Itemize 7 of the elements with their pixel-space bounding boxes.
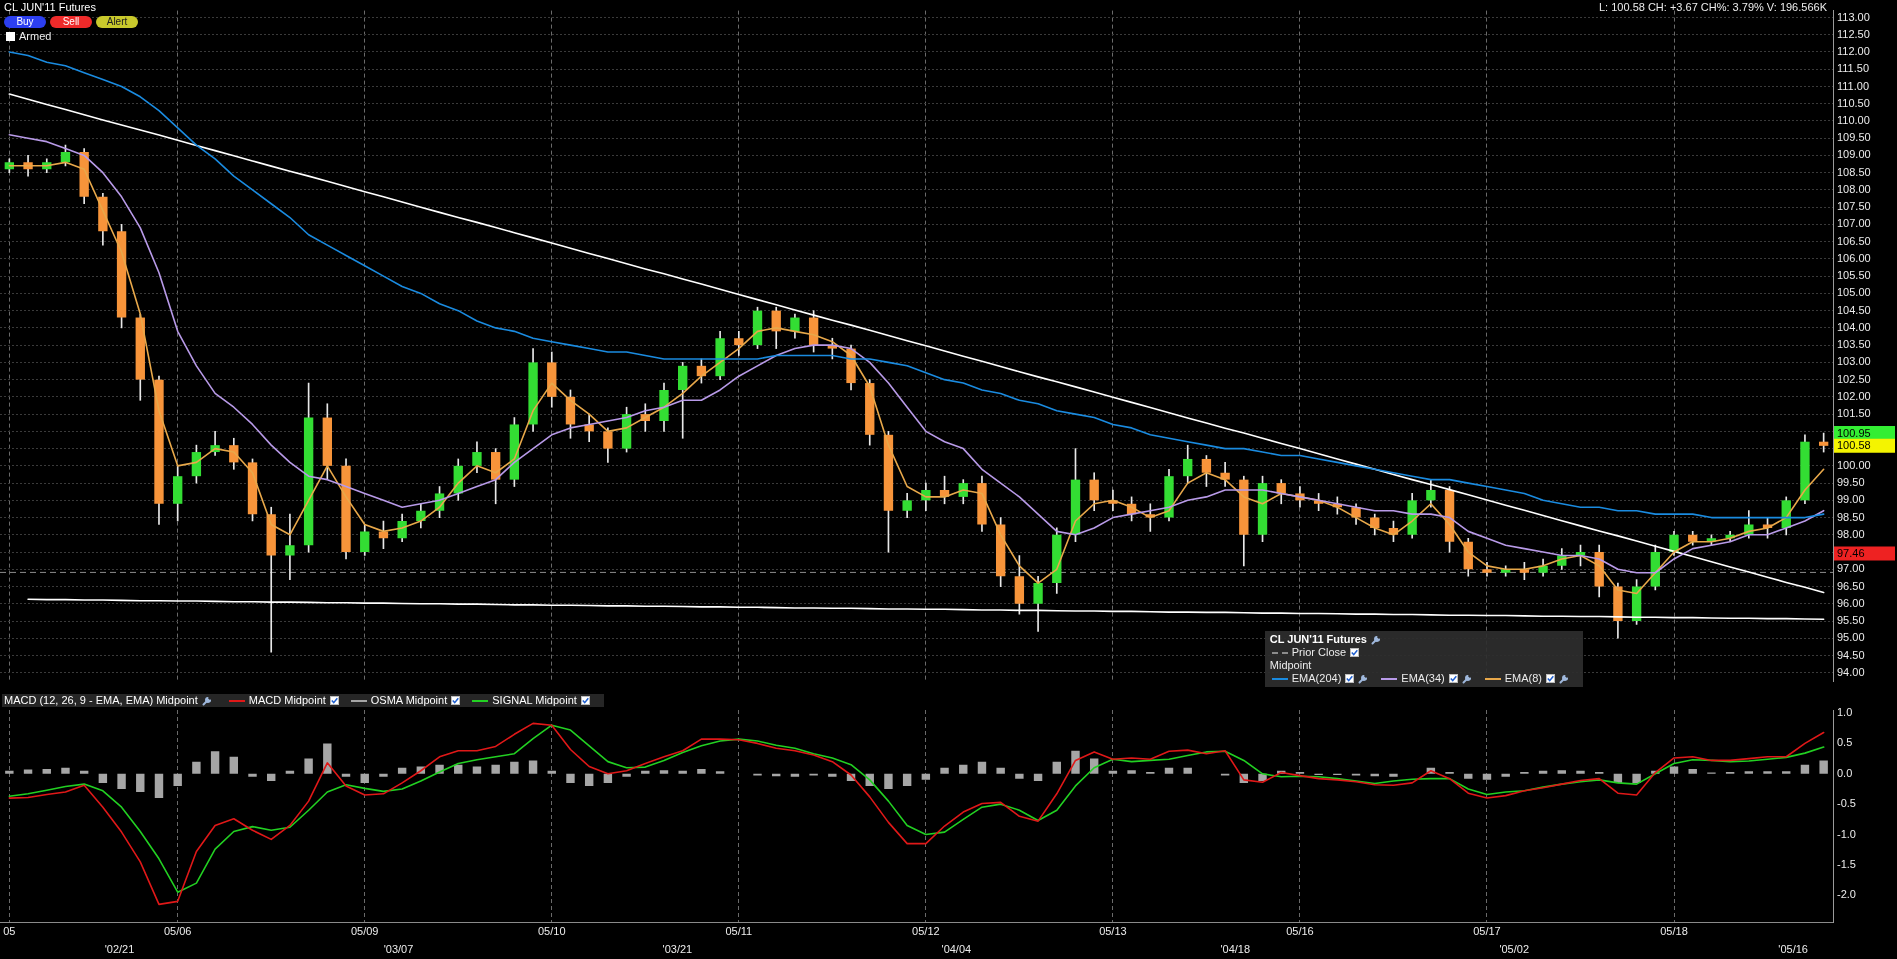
x2-tick-label: '03/21 <box>662 943 693 956</box>
x2-tick-label: '04/18 <box>1220 943 1251 956</box>
x2-tick-label: '04/04 <box>941 943 972 956</box>
x2-tick-label: '03/07 <box>383 943 414 956</box>
x2-tick-label: '02/21 <box>104 943 135 956</box>
x2-tick-label: '05/02 <box>1499 943 1530 956</box>
x2-tick-label: '05/16 <box>1778 943 1808 956</box>
